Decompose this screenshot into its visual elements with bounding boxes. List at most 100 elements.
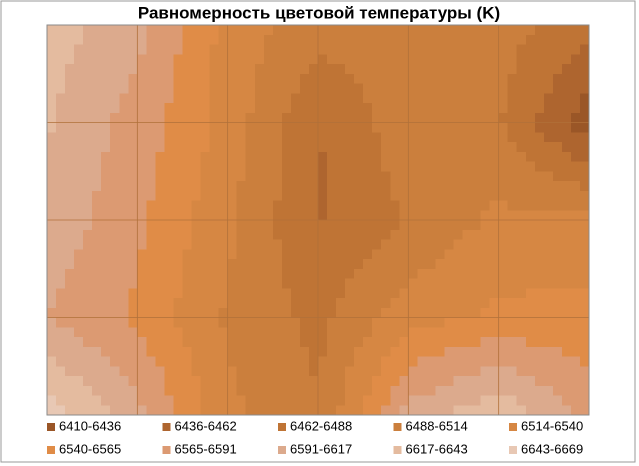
- contour-cell: [182, 278, 193, 289]
- contour-cell: [191, 307, 202, 318]
- contour-cell: [290, 229, 301, 240]
- contour-cell: [345, 356, 355, 367]
- contour-cell: [372, 376, 382, 387]
- contour-cell: [209, 346, 220, 357]
- contour-cell: [489, 103, 500, 114]
- contour-cell: [480, 190, 491, 201]
- contour-cell: [399, 142, 409, 153]
- contour-cell: [290, 249, 301, 260]
- contour-cell: [534, 161, 545, 172]
- contour-cell: [236, 259, 247, 270]
- contour-cell: [552, 171, 563, 182]
- contour-cell: [552, 395, 563, 406]
- contour-cell: [507, 395, 518, 406]
- contour-cell: [272, 268, 283, 279]
- legend-label: 6436-6462: [175, 418, 237, 433]
- contour-cell: [489, 151, 500, 162]
- contour-cell: [489, 259, 500, 270]
- contour-cell: [137, 200, 147, 211]
- contour-cell: [128, 112, 138, 123]
- contour-cell: [236, 54, 247, 65]
- contour-cell: [56, 25, 66, 36]
- contour-cell: [218, 122, 229, 133]
- contour-cell: [110, 103, 120, 114]
- contour-cell: [426, 385, 436, 396]
- contour-cell: [498, 385, 509, 396]
- contour-cell: [236, 385, 247, 396]
- contour-cell: [552, 259, 563, 270]
- contour-cell: [200, 307, 211, 318]
- contour-cell: [47, 122, 57, 133]
- contour-cell: [561, 298, 572, 309]
- contour-cell: [209, 200, 220, 211]
- contour-cell: [480, 366, 491, 377]
- contour-cell: [480, 181, 491, 192]
- contour-cell: [363, 64, 373, 75]
- contour-cell: [191, 278, 202, 289]
- contour-cell: [462, 307, 473, 318]
- contour-cell: [263, 73, 274, 84]
- contour-cell: [408, 366, 418, 377]
- contour-cell: [74, 366, 84, 377]
- contour-cell: [245, 83, 256, 94]
- contour-cell: [354, 376, 364, 387]
- contour-cell: [498, 278, 509, 289]
- contour-cell: [471, 103, 482, 114]
- contour-cell: [56, 181, 66, 192]
- contour-cell: [110, 356, 120, 367]
- contour-cell: [507, 307, 518, 318]
- contour-cell: [354, 93, 364, 104]
- contour-cell: [254, 142, 265, 153]
- contour-cell: [182, 298, 193, 309]
- contour-cell: [489, 122, 500, 133]
- contour-cell: [462, 278, 473, 289]
- contour-cell: [462, 376, 473, 387]
- contour-cell: [552, 25, 563, 36]
- contour-cell: [236, 103, 247, 114]
- contour-cell: [543, 229, 554, 240]
- contour-cell: [408, 376, 418, 387]
- contour-cell: [399, 54, 409, 65]
- contour-cell: [173, 103, 183, 114]
- contour-cell: [525, 112, 536, 123]
- contour-cell: [218, 83, 229, 94]
- contour-cell: [327, 356, 337, 367]
- contour-cell: [507, 34, 518, 45]
- contour-cell: [579, 395, 590, 406]
- contour-cell: [65, 366, 75, 377]
- contour-cell: [173, 317, 183, 328]
- contour-cell: [299, 142, 310, 153]
- contour-cell: [299, 34, 310, 45]
- contour-cell: [272, 190, 283, 201]
- legend-swatch: [393, 423, 402, 431]
- contour-cell: [354, 151, 364, 162]
- contour-cell: [254, 288, 265, 299]
- contour-cell: [110, 93, 120, 104]
- contour-cell: [525, 366, 536, 377]
- contour-cell: [345, 122, 355, 133]
- contour-cell: [534, 376, 545, 387]
- contour-cell: [47, 171, 57, 182]
- contour-cell: [345, 151, 355, 162]
- contour-cell: [101, 25, 111, 36]
- contour-cell: [92, 376, 102, 387]
- contour-cell: [435, 200, 445, 211]
- contour-cell: [444, 190, 454, 201]
- contour-cell: [516, 181, 527, 192]
- contour-cell: [390, 356, 400, 367]
- contour-cell: [200, 259, 211, 270]
- contour-cell: [308, 103, 319, 114]
- contour-cell: [363, 337, 373, 348]
- contour-cell: [209, 337, 220, 348]
- contour-cell: [137, 356, 147, 367]
- contour-cell: [390, 83, 400, 94]
- contour-cell: [299, 112, 310, 123]
- contour-cell: [182, 210, 193, 221]
- contour-cell: [336, 181, 346, 192]
- contour-cell: [137, 327, 147, 338]
- legend-label: 6540-6565: [59, 441, 121, 456]
- contour-cell: [227, 161, 238, 172]
- contour-cell: [182, 122, 193, 133]
- contour-cell: [363, 366, 373, 377]
- contour-cell: [417, 307, 427, 318]
